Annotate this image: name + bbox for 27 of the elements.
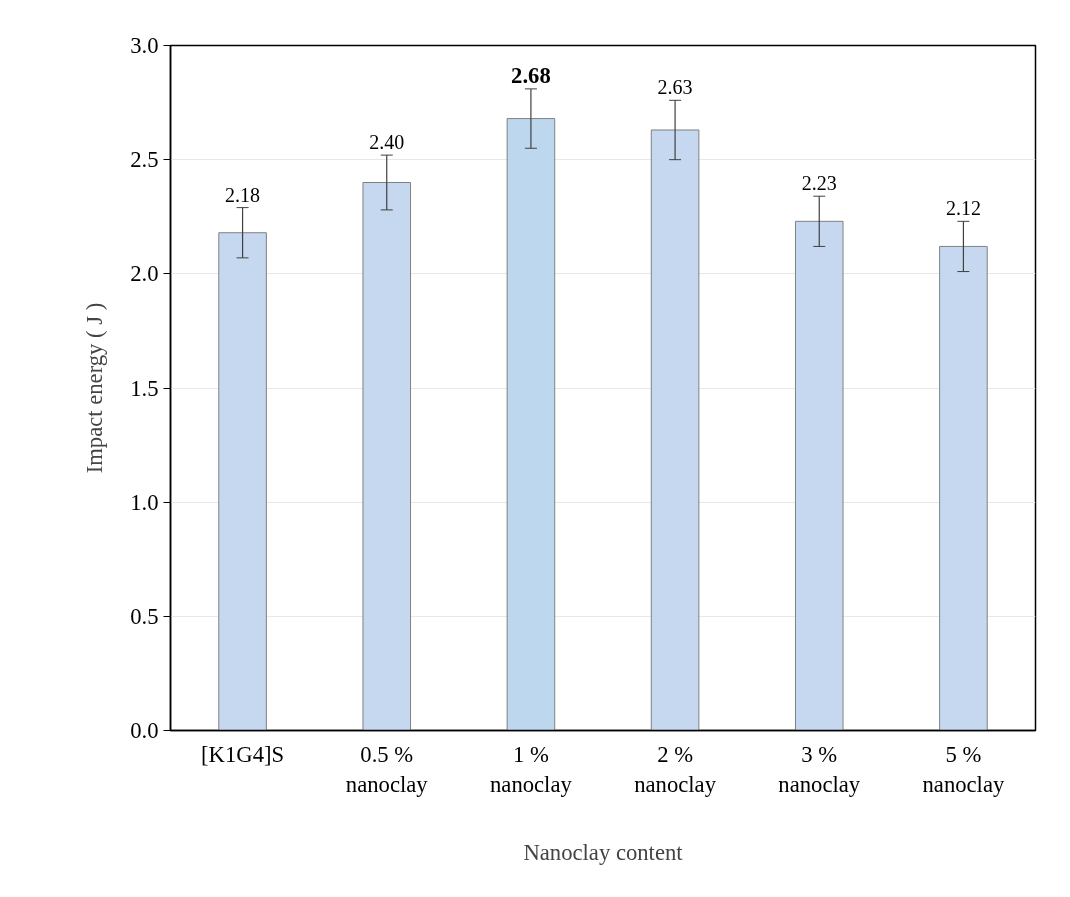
bar bbox=[362, 182, 412, 731]
x-axis-title: Nanoclay content bbox=[523, 839, 684, 865]
data-label: 2.68 bbox=[511, 62, 551, 88]
y-tick-label: 0.0 bbox=[130, 718, 159, 743]
bar bbox=[218, 232, 267, 731]
x-tick-label: 5 % nanoclay bbox=[922, 741, 1005, 797]
bar bbox=[794, 220, 844, 731]
y-tick-label: 2.0 bbox=[130, 261, 159, 287]
x-tick-label: [K1G4]S bbox=[201, 741, 285, 767]
data-label: 2.12 bbox=[945, 197, 981, 220]
x-tick-label: 2 % nanoclay bbox=[634, 741, 717, 797]
y-tick-label: 2.5 bbox=[130, 147, 159, 173]
y-tick-label: 1.5 bbox=[130, 375, 159, 401]
x-tick-label: 0.5 % nanoclay bbox=[345, 741, 429, 797]
data-label: 2.18 bbox=[225, 183, 261, 206]
data-label: 2.23 bbox=[801, 172, 837, 195]
y-tick-label: 1.0 bbox=[130, 489, 159, 515]
y-tick-label: 3.0 bbox=[130, 33, 159, 58]
y-tick-label: 0.5 bbox=[130, 603, 159, 629]
data-label: 2.63 bbox=[657, 76, 693, 99]
bar bbox=[650, 129, 700, 731]
data-label: 2.40 bbox=[369, 131, 405, 154]
x-tick-label: 1 % nanoclay bbox=[490, 741, 573, 797]
bar bbox=[939, 245, 988, 731]
x-tick-label: 3 % nanoclay bbox=[778, 741, 861, 797]
y-axis-title: Impact energy ( J ) bbox=[82, 302, 108, 474]
bar bbox=[506, 118, 556, 731]
